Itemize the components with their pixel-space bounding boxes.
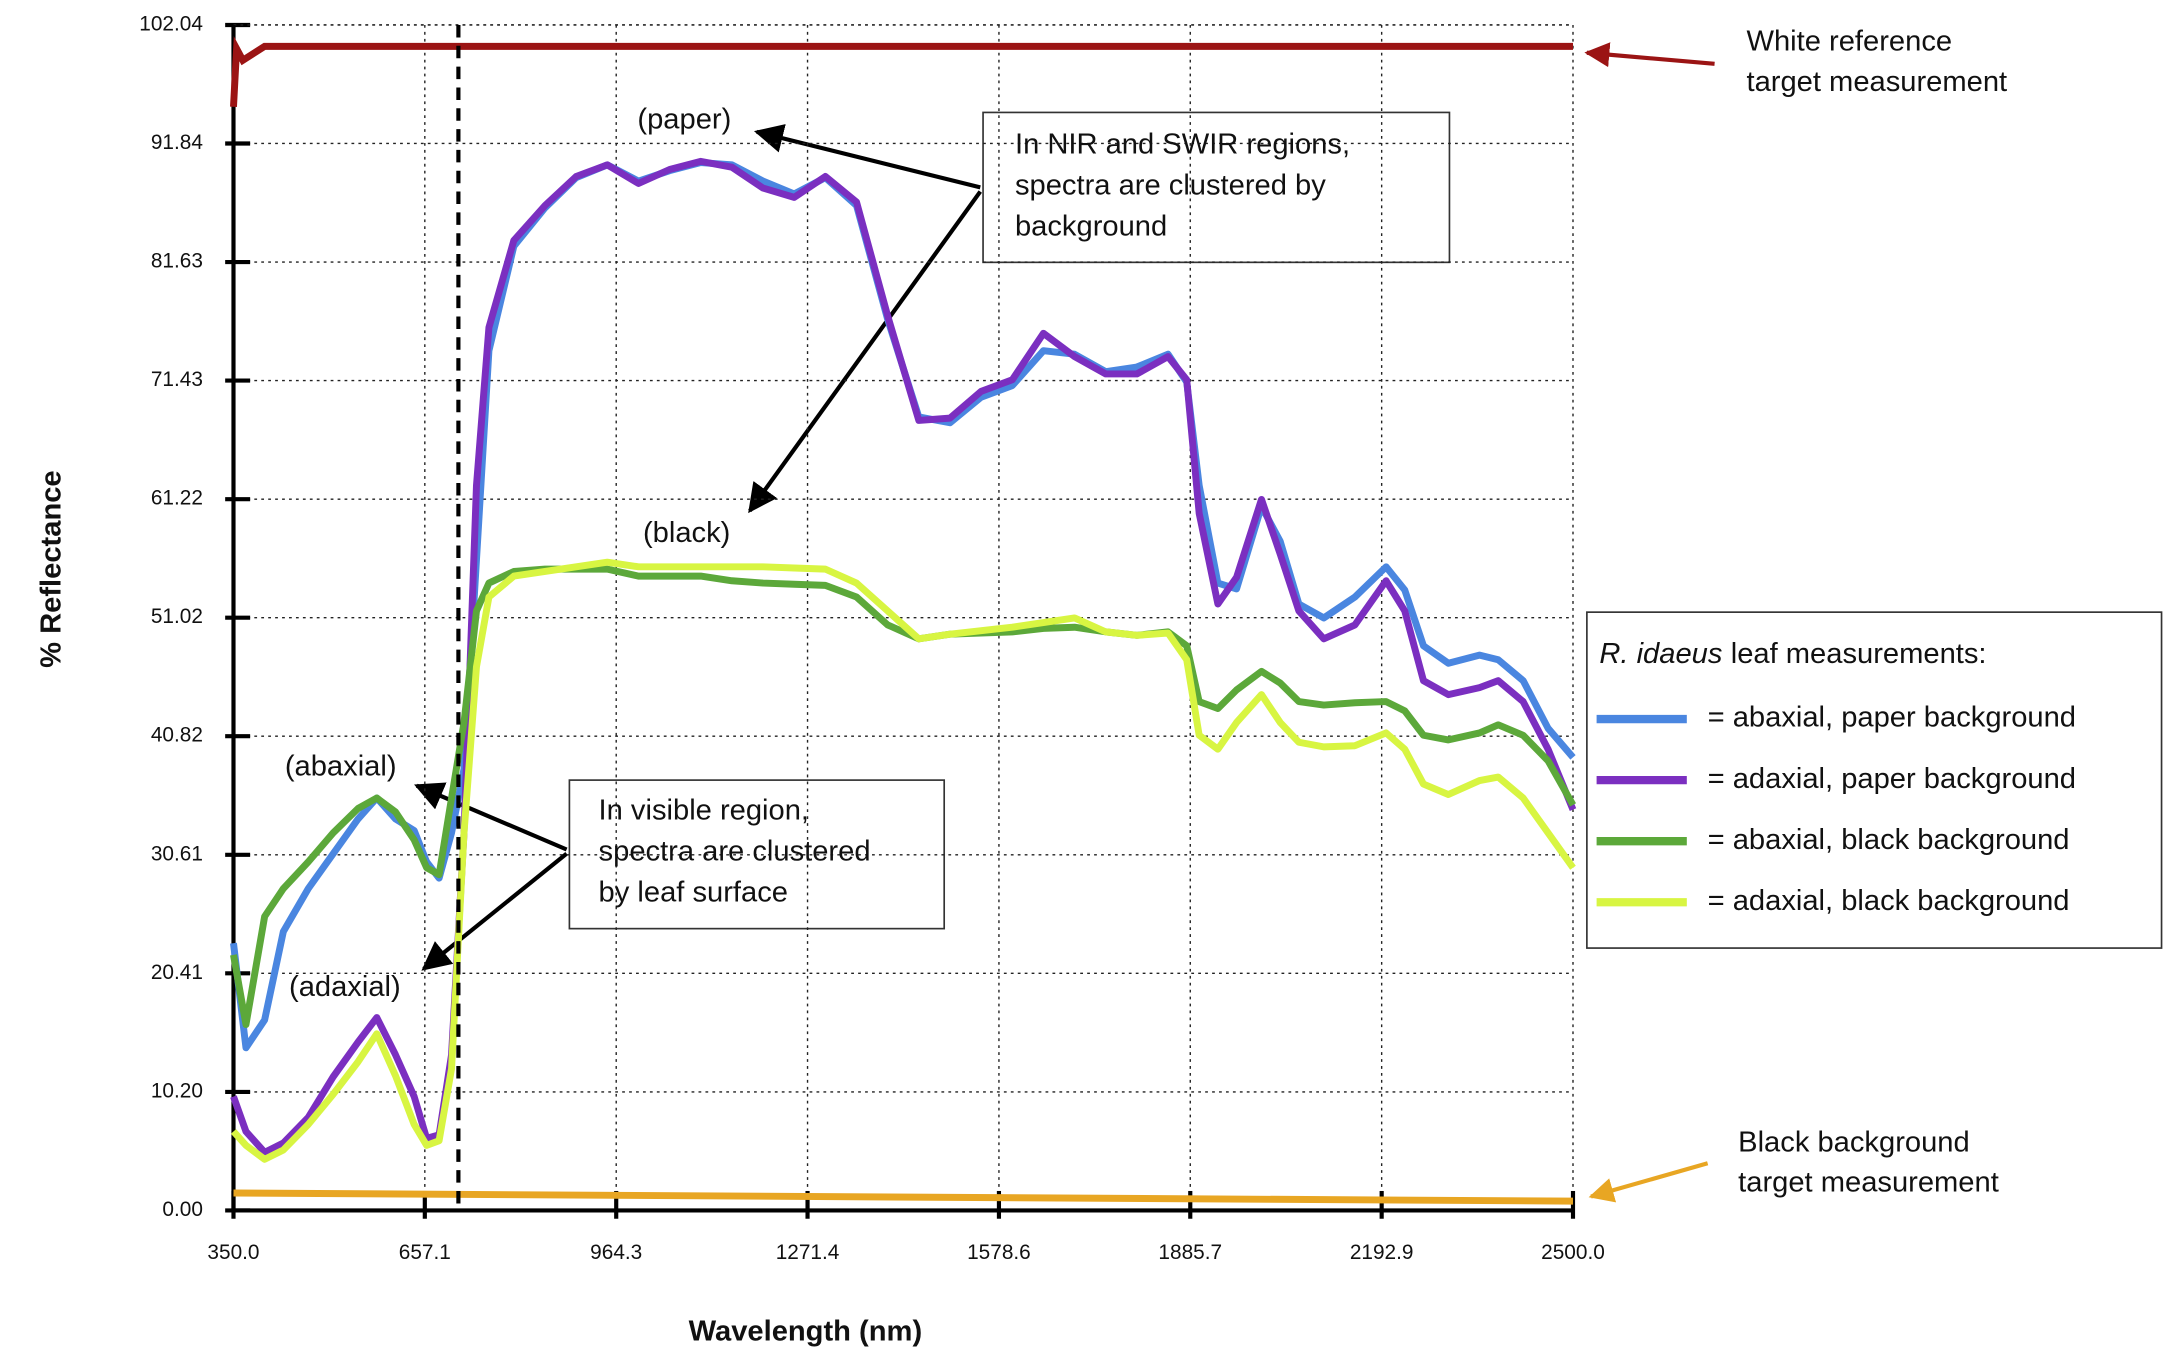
legend-label: = adaxial, paper background [1708,763,2076,795]
x-tick-label: 1885.7 [1158,1241,1222,1264]
y-axis-title: % Reflectance [36,470,68,668]
arrow [753,124,981,190]
arrow [1584,42,1715,68]
arrow [1588,1161,1709,1203]
y-tick-label: 71.43 [151,368,203,391]
legend-title: R. idaeus leaf measurements: [1599,638,1986,670]
x-axis-title: Wavelength (nm) [689,1315,923,1347]
legend-label: = abaxial, paper background [1708,702,2076,734]
y-tick-label: 102.04 [139,12,203,35]
reference-label: Black background [1738,1126,1970,1158]
x-tick-label: 964.3 [590,1241,642,1264]
annotation: spectra are clustered by [1015,169,1326,201]
y-tick-label: 91.84 [151,131,203,154]
arrow [421,852,568,971]
y-tick-label: 30.61 [151,842,203,865]
annotation: by leaf surface [599,877,788,909]
legend-title-text: leaf measurements: [1731,638,1987,670]
annotation: spectra are clustered [599,836,871,868]
annotation-box [982,111,1451,264]
reference-label: target measurement [1747,66,2008,98]
annotation: (paper) [637,103,731,135]
x-tick-label: 2192.9 [1350,1241,1414,1264]
annotation: (adaxial) [289,971,401,1003]
legend-title-italic: R. idaeus [1599,638,1722,670]
arrow [414,782,568,852]
series-line [230,157,1577,1156]
y-tick-label: 61.22 [151,487,203,510]
y-tick-label: 51.02 [151,605,203,628]
annotation: background [1015,210,1167,242]
reference-line [233,1189,1574,1205]
arrows [414,42,1715,1203]
reference-line [230,36,1573,107]
x-tick-label: 350.0 [207,1241,259,1264]
y-tick-label: 81.63 [151,250,203,273]
annotation: In NIR and SWIR regions, [1015,128,1350,160]
annotation: (abaxial) [285,750,397,782]
annotation: In visible region, [599,795,809,827]
series-line [230,558,1576,1163]
legend-label: = abaxial, black background [1708,824,2070,856]
y-tick-label: 0.00 [162,1198,203,1221]
x-tick-label: 2500.0 [1541,1241,1605,1264]
x-tick-label: 1578.6 [967,1241,1031,1264]
annotation: (black) [643,517,730,549]
reference-label: White reference [1747,26,1953,58]
legend-label: = adaxial, black background [1708,885,2070,917]
y-tick-label: 20.41 [151,961,203,984]
arrow [748,190,982,514]
reference-label: target measurement [1738,1167,1999,1199]
series-line [230,565,1577,1029]
x-tick-label: 1271.4 [776,1241,840,1264]
y-tick-label: 10.20 [151,1079,203,1102]
y-tick-label: 40.82 [151,724,203,747]
x-tick-label: 657.1 [399,1241,451,1264]
